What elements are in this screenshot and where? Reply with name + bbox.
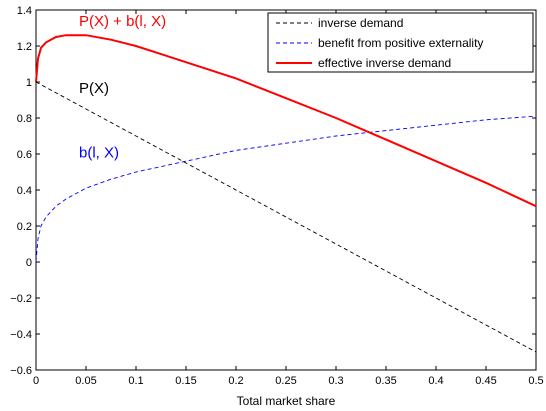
x-tick-label: 0.25: [275, 375, 296, 387]
y-tick-label: 1.4: [17, 5, 32, 17]
y-tick-label: 0.6: [17, 149, 32, 161]
y-tick-label: 0.2: [17, 221, 32, 233]
legend: inverse demand benefit from positive exte…: [267, 12, 534, 73]
x-tick-label: 0.2: [228, 375, 243, 387]
legend-label-1: inverse demand: [318, 16, 403, 30]
y-tick-label: 1: [26, 77, 32, 89]
x-tick-label: 0.5: [528, 375, 543, 387]
annotation-label: P(X): [79, 80, 109, 97]
y-tick-label: −0.2: [10, 293, 32, 305]
legend-label-3: effective inverse demand: [318, 56, 451, 70]
x-axis-label: Total market share: [237, 394, 336, 408]
x-tick-label: 0.15: [175, 375, 196, 387]
legend-box: [267, 12, 534, 73]
annotations-layer: P(X) + b(l, X) P(X) b(l, X): [79, 13, 166, 161]
x-tick-label: 0.1: [128, 375, 143, 387]
y-tick-label: 1.2: [17, 41, 32, 53]
series-line-2: [35, 115, 537, 263]
y-tick-label: 0.4: [17, 185, 32, 197]
x-tick-label: 0.3: [328, 375, 343, 387]
series-line-1: [35, 81, 537, 353]
legend-label-2: benefit from positive externality: [318, 36, 483, 50]
series-line-3: [35, 34, 537, 208]
y-tick-label: 0: [26, 257, 32, 269]
ticks-layer: 0 0.05 0.1 0.15 0.2 0.25 0.3 0.35 0.4 0.45 0.5 −0.6…: [10, 5, 543, 387]
y-tick-label: −0.4: [10, 329, 32, 341]
annotation-label: P(X) + b(l, X): [79, 13, 166, 30]
annotation-label: b(l, X): [79, 145, 119, 162]
x-tick-label: 0.35: [375, 375, 396, 387]
series-layer: [35, 34, 537, 353]
x-tick-label: 0.05: [75, 375, 96, 387]
y-tick-label: 0.8: [17, 113, 32, 125]
x-tick-label: 0: [33, 375, 39, 387]
x-tick-label: 0.45: [475, 375, 496, 387]
x-tick-label: 0.4: [428, 375, 443, 387]
y-tick-label: −0.6: [10, 365, 32, 377]
